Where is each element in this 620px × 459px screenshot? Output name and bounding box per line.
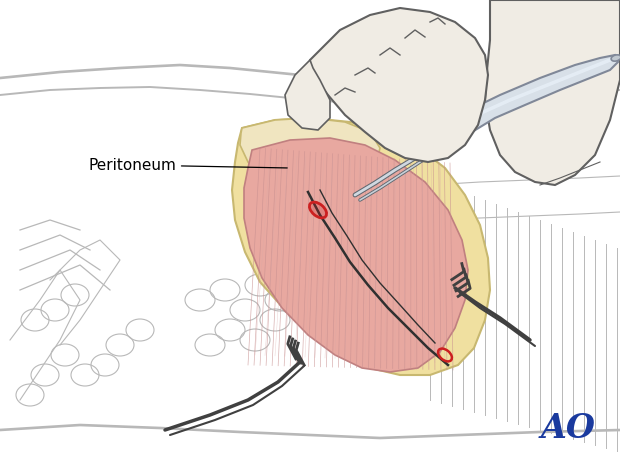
Text: AO: AO (541, 412, 595, 444)
Polygon shape (232, 118, 490, 375)
Polygon shape (485, 0, 620, 185)
Text: Peritoneum: Peritoneum (88, 157, 287, 173)
Polygon shape (240, 118, 380, 192)
Polygon shape (443, 55, 618, 138)
Polygon shape (310, 8, 488, 162)
Ellipse shape (309, 202, 327, 218)
Polygon shape (244, 138, 468, 372)
Ellipse shape (611, 55, 620, 61)
Polygon shape (285, 60, 330, 130)
